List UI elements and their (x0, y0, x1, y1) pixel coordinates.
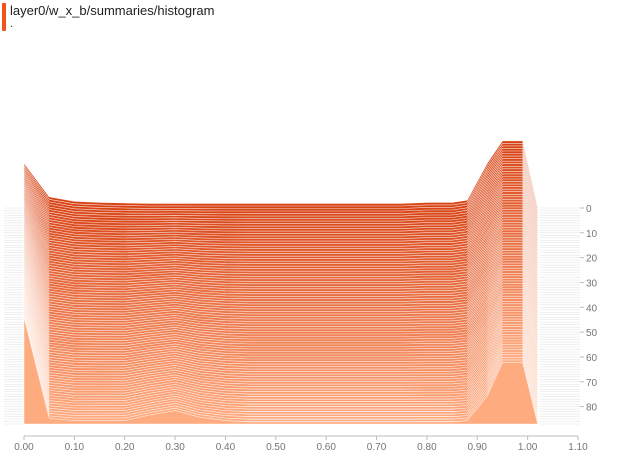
step-tick-label: 60 (586, 353, 598, 364)
histogram-series-step-87 (23, 317, 539, 425)
x-tick-label: 0.40 (216, 442, 236, 453)
x-tick-label: 0.30 (165, 442, 185, 453)
x-axis: 0.00 0.10 0.20 0.30 0.40 0.50 0.60 0.70 0.80 0.90… (14, 435, 588, 453)
histogram-series-step-0 (23, 140, 539, 209)
step-tick-label: 20 (586, 254, 598, 265)
x-tick-label: 0.90 (468, 442, 488, 453)
step-tick-label: 10 (586, 229, 598, 240)
x-tick-label: 0.80 (417, 442, 437, 453)
step-tick-label: 70 (586, 378, 598, 389)
step-tick-label: 40 (586, 303, 598, 314)
x-tick-label: 0.70 (367, 442, 387, 453)
card-subtitle: . (10, 18, 14, 30)
x-tick-label: 1.00 (518, 442, 538, 453)
step-tick-label: 0 (586, 204, 592, 215)
x-tick-label: 0.00 (14, 442, 34, 453)
histogram-series-step-1 (23, 143, 539, 211)
card-title: layer0/w_x_b/summaries/histogram (10, 3, 215, 18)
card-header: layer0/w_x_b/summaries/histogram . (0, 0, 620, 40)
step-tick-label: 50 (586, 328, 598, 339)
x-tick-label: 1.10 (568, 442, 588, 453)
x-tick-label: 0.50 (266, 442, 286, 453)
card-accent-bar (2, 3, 6, 31)
histogram-series-layer (4, 140, 580, 425)
step-tick-label: 30 (586, 278, 598, 289)
x-tick-label: 0.10 (65, 442, 85, 453)
step-tick-label: 80 (586, 403, 598, 414)
x-tick-label: 0.20 (115, 442, 135, 453)
x-tick-label: 0.60 (316, 442, 336, 453)
step-axis: 0 10 20 30 40 50 60 70 80 (580, 204, 598, 414)
